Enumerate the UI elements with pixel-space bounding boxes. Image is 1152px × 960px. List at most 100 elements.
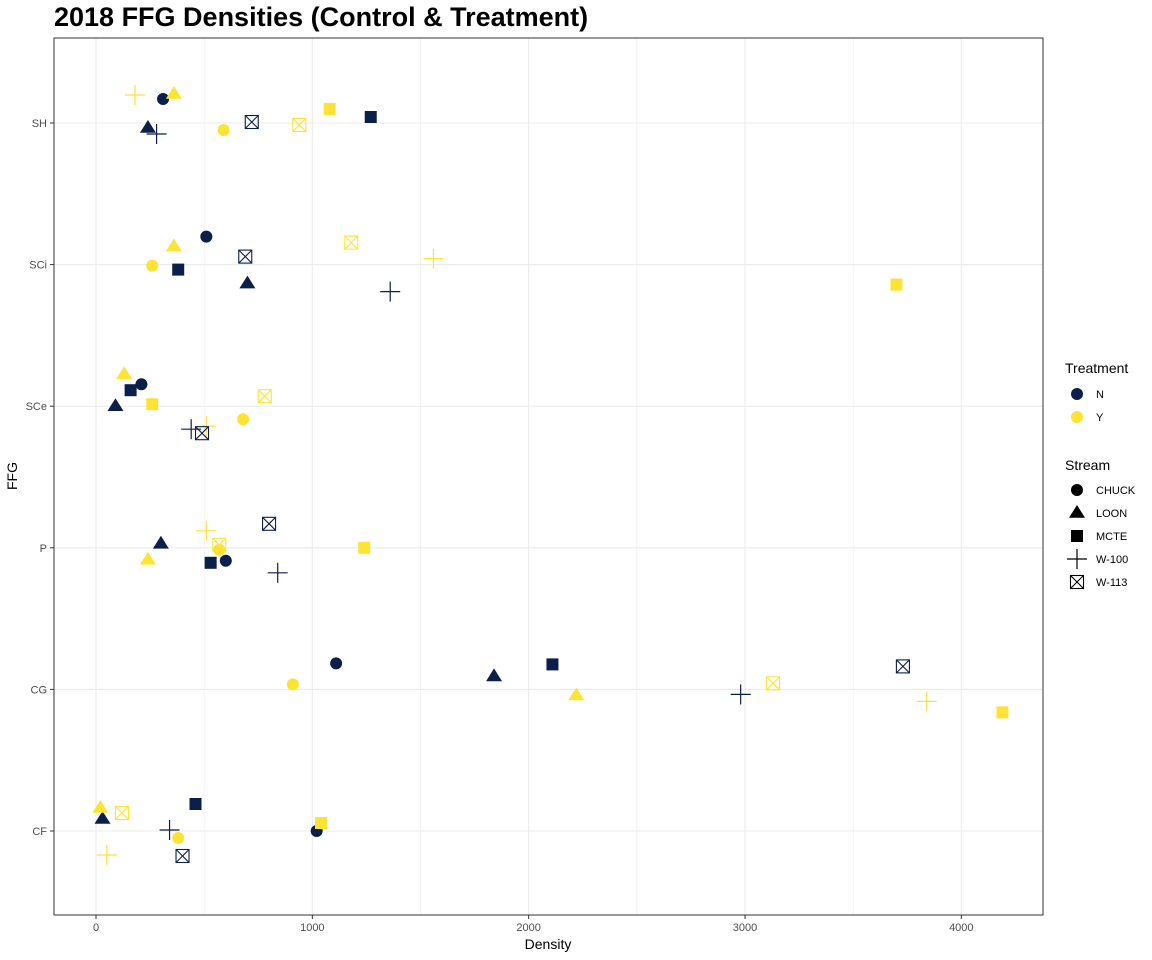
x-tick-label: 0 [93,922,99,934]
triangle-marker [116,366,133,379]
boxed-x-diag-2 [257,389,272,404]
treatment-legend-label: Y [1096,412,1104,424]
data-point-p-mcte-n [204,556,217,569]
triangle-marker [152,535,169,549]
boxed-x-frame [238,249,253,264]
data-point-sci-loon-y [165,238,182,252]
data-point-cf-w-100-n [159,820,180,840]
x-tick-label: 4000 [949,922,973,934]
stream-legend-label: W-113 [1096,577,1127,589]
data-point-cg-w-113-y [766,676,781,691]
boxed-x-diag-2 [896,659,910,674]
data-point-sci-mcte-n [172,263,185,276]
boxed-x-diag-2 [115,806,129,820]
boxed-x-frame [244,114,259,130]
data-point-sh-w-100-y [124,85,145,105]
stream-legend-title: Stream [1065,457,1110,473]
data-point-cf-loon-y [92,800,109,813]
square-marker [124,384,137,397]
boxed-x-diag-2 [292,118,307,132]
circle-marker [1071,411,1083,423]
data-point-sci-w-100-n [380,281,401,302]
treatment-legend-key [1071,388,1083,400]
y-tick-label: P [40,543,47,555]
triangle-marker [92,800,109,813]
data-point-sh-loon-y [165,86,182,99]
square-marker [314,817,327,829]
square-marker [189,798,202,810]
data-point-sh-chuck-n [157,93,170,105]
boxed-x-diag-2 [238,249,253,264]
data-point-cg-chuck-y [286,678,299,691]
stream-legend-key [1071,530,1083,542]
stream-legend-key [1067,549,1087,569]
circle-marker [237,413,250,426]
boxed-x-frame [257,389,272,404]
data-point-sci-chuck-y [146,259,159,272]
data-point-sce-w-113-y [257,389,272,404]
circle-marker [1071,484,1083,496]
circle-marker [217,124,230,136]
triangle-marker [94,811,111,824]
data-point-sci-chuck-n [200,230,213,243]
square-marker [1071,530,1083,542]
stream-legend-key [1069,574,1085,590]
data-point-cf-mcte-n [189,798,202,810]
data-point-cf-w-100-y [96,845,117,865]
square-marker [358,541,371,554]
circle-marker [146,259,159,272]
data-point-sce-loon-n [107,398,124,411]
data-point-sh-loon-n [139,120,156,133]
circle-marker [330,657,343,670]
y-tick-label: SCe [26,401,47,413]
square-marker [996,706,1009,719]
data-point-sci-loon-n [239,275,256,289]
data-point-cg-w-100-y [916,691,937,712]
data-point-p-loon-y [139,551,156,565]
circle-marker [157,93,170,105]
square-marker [546,658,559,671]
stream-legend-label: MCTE [1096,531,1127,543]
data-point-sh-w-113-y [292,117,307,133]
triangle-marker [1069,505,1085,518]
boxed-x-diag-2 [1070,575,1084,589]
data-point-p-w-113-n [262,516,277,531]
data-point-sci-mcte-y [890,278,903,291]
boxed-x-diag-2 [262,516,276,531]
data-point-sce-mcte-y [146,398,159,411]
y-tick-label: CG [31,684,48,696]
square-marker [146,398,159,411]
y-axis-ticks: CF CG P SCe SCi SH [26,118,54,838]
circle-marker [286,678,299,691]
data-point-p-loon-n [152,535,169,549]
data-point-cf-w-113-n [175,848,190,864]
triangle-marker [165,86,182,99]
triangle-marker [165,238,182,252]
data-point-sh-w-100-n [146,124,167,144]
data-point-p-mcte-y [358,541,371,554]
data-point-sci-w-113-y [344,235,359,250]
triangle-marker [107,398,124,411]
boxed-x-frame [292,117,307,133]
boxed-x-frame [344,235,359,250]
x-axis-ticks: 0 1000 2000 3000 4000 [93,915,974,934]
data-point-cf-chuck-y [172,832,185,844]
data-point-cg-w-113-n [895,659,910,674]
y-tick-label: SH [32,118,47,130]
data-point-p-w-100-n [267,562,288,583]
data-point-cf-mcte-y [314,817,327,829]
triangle-marker [139,120,156,133]
data-point-sci-w-113-n [238,249,253,264]
treatment-legend-title: Treatment [1065,360,1128,376]
data-point-p-chuck-n [219,554,232,567]
square-marker [172,263,185,276]
data-point-p-w-100-y [196,520,217,541]
boxed-x-frame [194,426,210,441]
y-tick-label: CF [32,826,47,838]
y-tick-label: SCi [29,260,47,272]
data-point-cg-mcte-y [996,706,1009,719]
data-point-sce-chuck-y [237,413,250,426]
circle-marker [219,554,232,567]
stream-legend-key [1069,505,1085,518]
grid-lines [54,38,1043,915]
